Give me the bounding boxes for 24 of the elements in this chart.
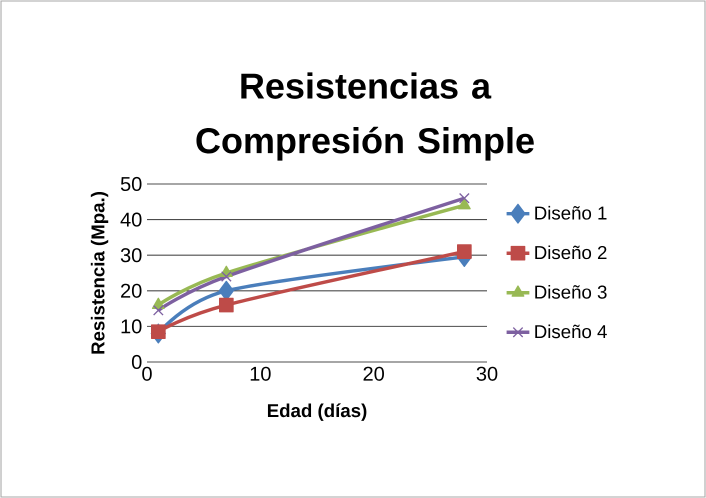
x-tick-label: 0 (142, 366, 152, 381)
legend-label: Diseño 1 (535, 206, 606, 220)
point (152, 304, 164, 316)
y-tick-label: 40 (120, 212, 142, 227)
y-tick-label: 0 (132, 354, 142, 370)
x-tick-label: 10 (250, 366, 271, 381)
point (219, 298, 234, 312)
y-tick-label: 50 (120, 176, 142, 192)
y-tick-label: 10 (122, 319, 142, 334)
x-axis-title: Edad (días) (268, 403, 366, 421)
legend-label: Diseño 2 (535, 245, 606, 260)
point (458, 198, 471, 210)
point (458, 192, 470, 204)
chart-title: Resistencias a Compresión Simple (196, 72, 534, 161)
y-tick-label: 20 (121, 284, 142, 298)
legend-label: Diseño 4 (535, 324, 607, 338)
y-axis-title: Resistencia (Mpa.) (90, 192, 108, 354)
point (220, 271, 232, 282)
point (456, 244, 472, 259)
x-tick-label: 30 (476, 366, 498, 381)
point (151, 324, 166, 340)
x-tick-label: 20 (364, 366, 384, 381)
y-tick-label: 30 (120, 248, 142, 262)
legend-label: Diseño 3 (535, 284, 607, 299)
